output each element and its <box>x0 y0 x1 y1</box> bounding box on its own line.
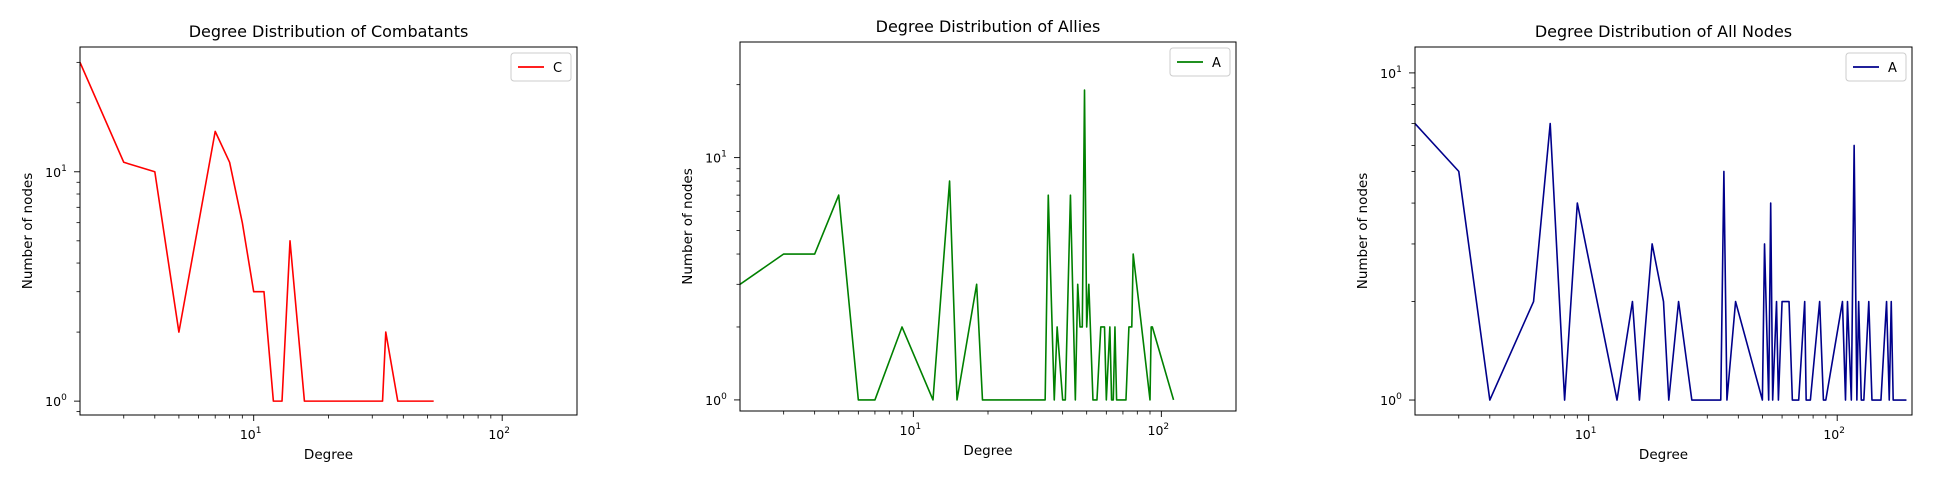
series-line-A <box>740 89 1175 401</box>
legend: A <box>1169 47 1231 77</box>
chart-title: Degree Distribution of Combatants <box>189 22 469 41</box>
y-tick-label: 100 <box>45 393 67 409</box>
chart-title: Degree Distribution of Allies <box>876 17 1101 36</box>
x-tick-label: 102 <box>1823 426 1845 442</box>
series-line-C <box>80 62 434 402</box>
x-axis-label: Degree <box>1639 447 1688 463</box>
x-tick-label: 102 <box>488 426 510 442</box>
legend: A <box>1845 52 1907 82</box>
legend-label: A <box>1888 61 1897 76</box>
legend: C <box>510 52 572 82</box>
y-axis-label: Number of nodes <box>20 173 36 290</box>
chart-title: Degree Distribution of All Nodes <box>1535 22 1792 41</box>
axes-frame <box>79 46 578 416</box>
x-axis-label: Degree <box>304 447 353 463</box>
x-axis-label: Degree <box>963 443 1012 459</box>
y-tick-label: 101 <box>1380 65 1402 81</box>
y-axis-label: Number of nodes <box>680 168 696 285</box>
y-tick-label: 101 <box>705 150 727 166</box>
y-axis-label: Number of nodes <box>1355 173 1371 290</box>
x-tick-label: 102 <box>1148 422 1170 438</box>
x-tick-label: 101 <box>240 426 262 442</box>
chart-3: Degree Distribution of All Nodes 101 102 10… <box>1355 22 1913 463</box>
y-tick-label: 101 <box>45 164 67 180</box>
series-line-A <box>1415 122 1907 401</box>
x-tick-label: 101 <box>1575 426 1597 442</box>
legend-label: A <box>1212 56 1221 71</box>
y-tick-label: 100 <box>705 392 727 408</box>
legend-label: C <box>553 61 562 76</box>
axes-frame <box>1414 46 1913 416</box>
x-tick-label: 101 <box>900 422 922 438</box>
chart-1: Degree Distribution of Combatants 101 102 1… <box>20 22 578 463</box>
axes-frame <box>739 41 1237 412</box>
y-tick-label: 100 <box>1380 392 1402 408</box>
chart-2: Degree Distribution of Allies 101 102 100 10… <box>680 17 1237 459</box>
